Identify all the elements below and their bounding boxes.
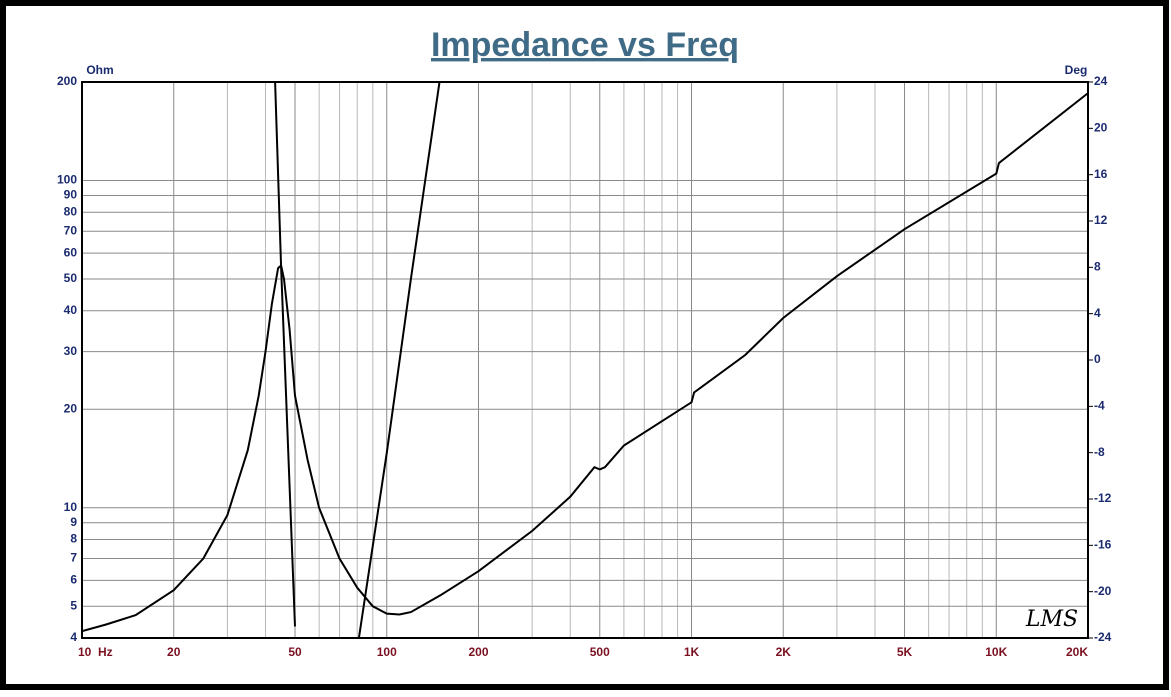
y2-tick-label: -16 xyxy=(1094,538,1112,552)
x-tick-label: 1K xyxy=(684,645,700,659)
plot-border xyxy=(81,81,1089,639)
y-tick-label: 9 xyxy=(70,515,77,529)
y-tick-label: 10 xyxy=(64,500,78,514)
y-axis-label: Ohm xyxy=(86,63,113,77)
data-line xyxy=(82,92,1088,633)
y2-tick-label: -20 xyxy=(1094,584,1112,598)
y2-tick-label: -12 xyxy=(1094,491,1112,505)
y-tick-label: 6 xyxy=(70,573,77,587)
y-tick-label: 4 xyxy=(70,630,77,644)
y-tick-label: 60 xyxy=(64,245,78,259)
y-tick-label: 80 xyxy=(64,204,78,218)
plot-lines xyxy=(82,82,1088,638)
y2-tick-label: -4 xyxy=(1094,399,1105,413)
y-tick-label: 8 xyxy=(70,532,77,546)
x-tick-label: 10 Hz xyxy=(78,645,113,659)
y2-tick-label: -8 xyxy=(1094,445,1105,459)
x-tick-label: 20K xyxy=(1066,645,1088,659)
x-tick-label: 200 xyxy=(468,645,488,659)
x-tick-label: 20 xyxy=(167,645,181,659)
y-tick-label: 20 xyxy=(64,401,78,415)
y2-tick-label: 16 xyxy=(1094,167,1108,181)
y-tick-label: 7 xyxy=(70,551,77,565)
x-tick-label: 2K xyxy=(776,645,792,659)
y2-tick-label: -24 xyxy=(1094,630,1112,644)
data-line xyxy=(274,82,441,638)
y-tick-label: 70 xyxy=(64,223,78,237)
y-tick-label: 5 xyxy=(70,598,77,612)
y2-tick-label: 4 xyxy=(1094,306,1101,320)
y2-tick-label: 8 xyxy=(1094,260,1101,274)
y2-axis-label: Deg xyxy=(1065,63,1088,77)
x-tick-label: 100 xyxy=(377,645,397,659)
y-tick-label: 50 xyxy=(64,271,78,285)
y-tick-label: 30 xyxy=(64,344,78,358)
y-tick-label: 200 xyxy=(57,74,77,88)
x-tick-label: 500 xyxy=(590,645,610,659)
y-tick-label: 100 xyxy=(57,173,77,187)
chart-title: Impedance vs Freq xyxy=(431,26,739,64)
y2-tick-label: 0 xyxy=(1094,352,1101,366)
x-tick-label: 50 xyxy=(288,645,302,659)
y-tick-label: 40 xyxy=(64,303,78,317)
y-tick-label: 90 xyxy=(64,188,78,202)
x-tick-label: 10K xyxy=(985,645,1007,659)
y2-tick-label: 24 xyxy=(1094,74,1108,88)
y2-tick-label: 20 xyxy=(1094,121,1108,135)
y2-tick-label: 12 xyxy=(1094,213,1108,227)
x-tick-label: 5K xyxy=(897,645,913,659)
annotation: LMS xyxy=(1025,607,1078,632)
